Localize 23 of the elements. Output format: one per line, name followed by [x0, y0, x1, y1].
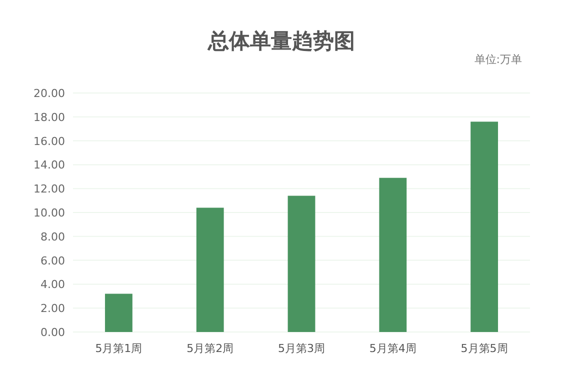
- x-tick-label: 5月第5周: [460, 342, 508, 355]
- x-tick-label: 5月第3周: [278, 342, 325, 355]
- y-tick-label: 20.00: [34, 87, 65, 100]
- bar: [104, 294, 132, 332]
- y-tick-label: 2.00: [40, 302, 65, 316]
- x-tick-label: 5月第1周: [95, 342, 142, 355]
- x-tick-label: 5月第2周: [186, 342, 234, 355]
- y-tick-label: 10.00: [34, 206, 65, 220]
- x-tick-label: 5月第4周: [369, 342, 416, 355]
- bar: [196, 208, 224, 332]
- y-tick-label: 18.00: [34, 110, 65, 124]
- chart-title: 总体单量趋势图: [207, 29, 355, 53]
- y-tick-label: 16.00: [34, 134, 65, 148]
- bar: [288, 196, 316, 332]
- bar: [470, 122, 498, 332]
- y-tick-label: 12.00: [34, 182, 65, 196]
- y-tick-label: 0.00: [40, 326, 65, 339]
- y-tick-label: 6.00: [40, 254, 65, 268]
- y-tick-label: 4.00: [40, 278, 65, 292]
- text: 单位:万单: [474, 53, 522, 66]
- bar: [379, 178, 407, 332]
- y-tick-label: 8.00: [40, 230, 65, 244]
- y-tick-label: 14.00: [34, 158, 65, 172]
